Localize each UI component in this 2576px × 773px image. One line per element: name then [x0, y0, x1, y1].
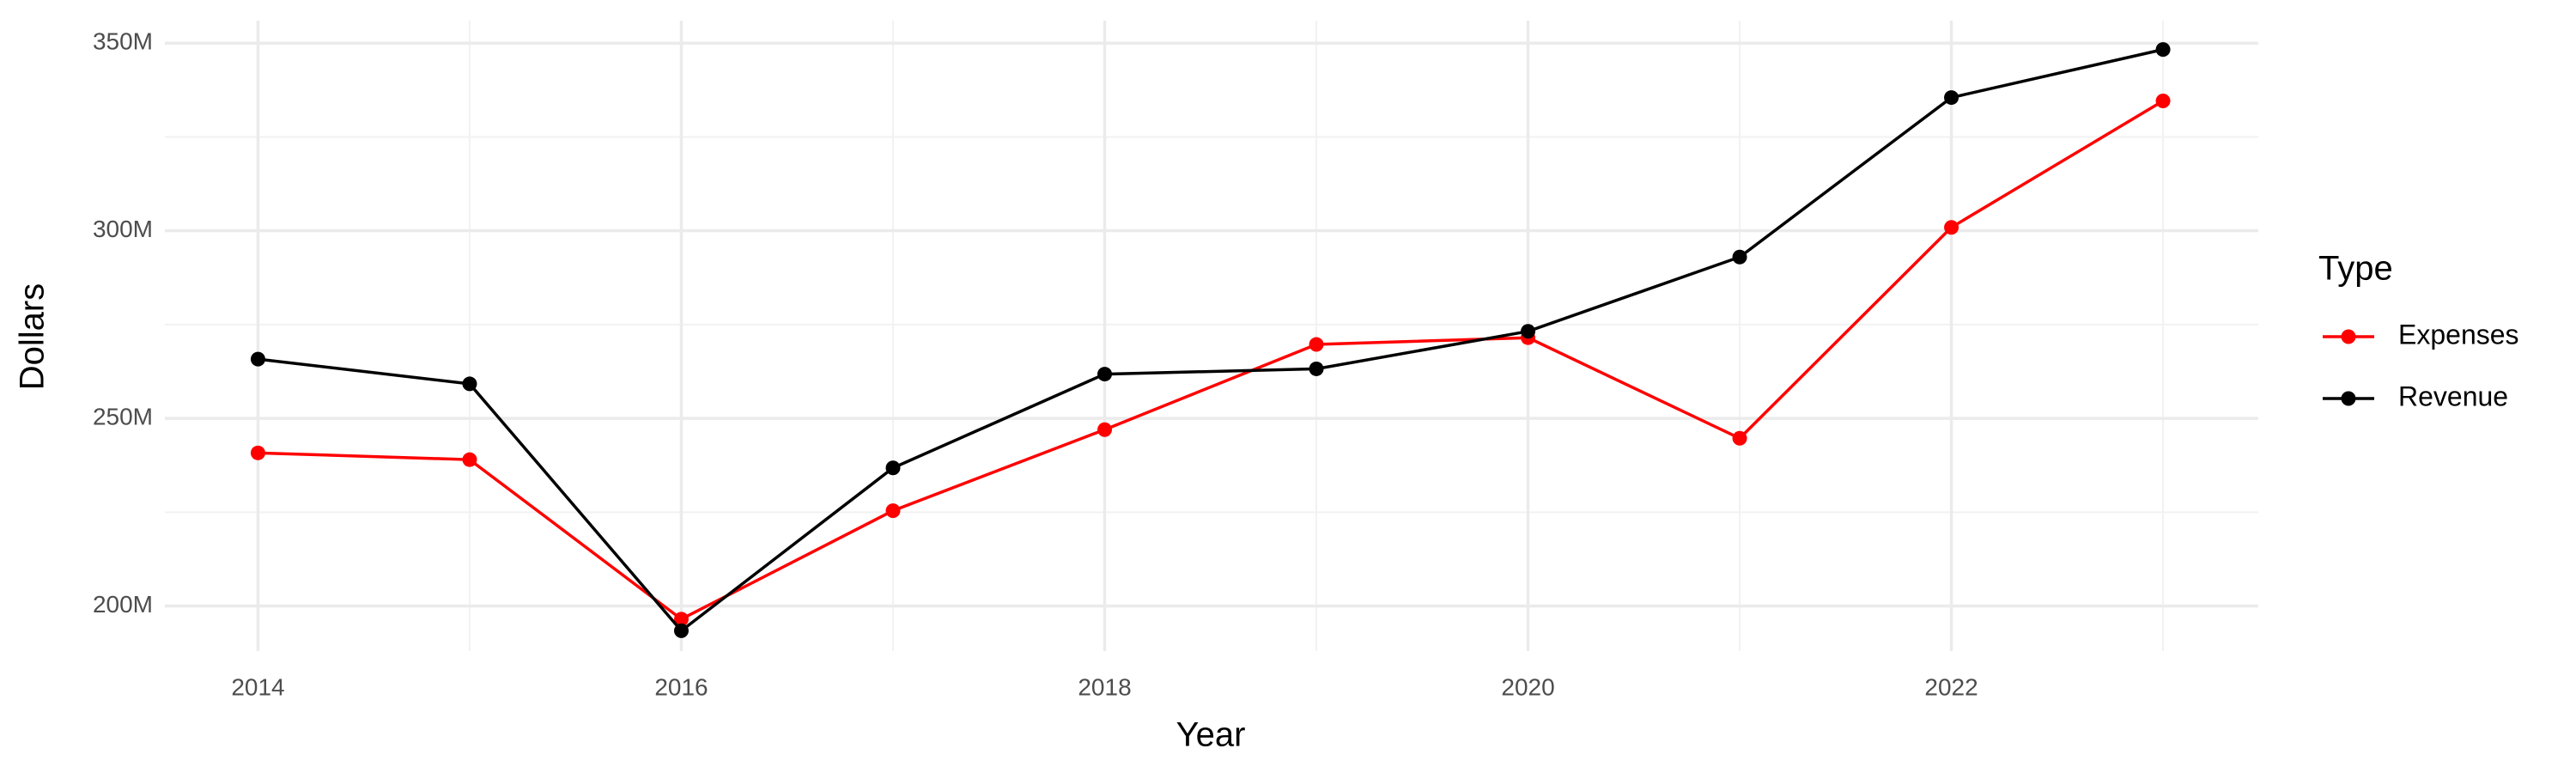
- point: [1309, 337, 1324, 352]
- point: [1521, 324, 1536, 339]
- y-tick-label: 200M: [93, 591, 153, 618]
- point: [2155, 42, 2171, 58]
- point: [1732, 249, 1747, 265]
- legend-label: Expenses: [2398, 319, 2519, 350]
- x-tick-label: 2014: [231, 673, 284, 700]
- point: [1732, 430, 1747, 446]
- x-tick-label: 2022: [1924, 673, 1978, 700]
- y-tick-label: 350M: [93, 28, 153, 55]
- point: [1944, 90, 1959, 106]
- point: [2155, 93, 2171, 108]
- x-tick-label: 2016: [654, 673, 708, 700]
- x-tick-label: 2018: [1078, 673, 1131, 700]
- x-axis-title: Year: [1176, 716, 1246, 754]
- y-tick-label: 300M: [93, 216, 153, 242]
- point: [1944, 220, 1959, 235]
- point: [250, 351, 265, 367]
- point: [885, 503, 901, 519]
- point: [462, 376, 477, 392]
- y-axis-title: Dollars: [14, 283, 52, 390]
- point: [462, 452, 477, 467]
- legend-marker: [2341, 391, 2356, 406]
- legend-marker: [2341, 329, 2356, 344]
- point: [885, 460, 901, 476]
- legend-title: Type: [2318, 250, 2393, 288]
- point: [673, 612, 689, 627]
- x-tick-label: 2020: [1501, 673, 1554, 700]
- y-tick-label: 250M: [93, 404, 153, 430]
- point: [673, 623, 689, 638]
- line: [258, 99, 2164, 621]
- legend-label: Revenue: [2398, 380, 2508, 411]
- point: [1097, 422, 1113, 437]
- point: [1097, 367, 1113, 382]
- line: [258, 47, 2164, 633]
- point: [1309, 361, 1324, 376]
- point: [250, 445, 265, 460]
